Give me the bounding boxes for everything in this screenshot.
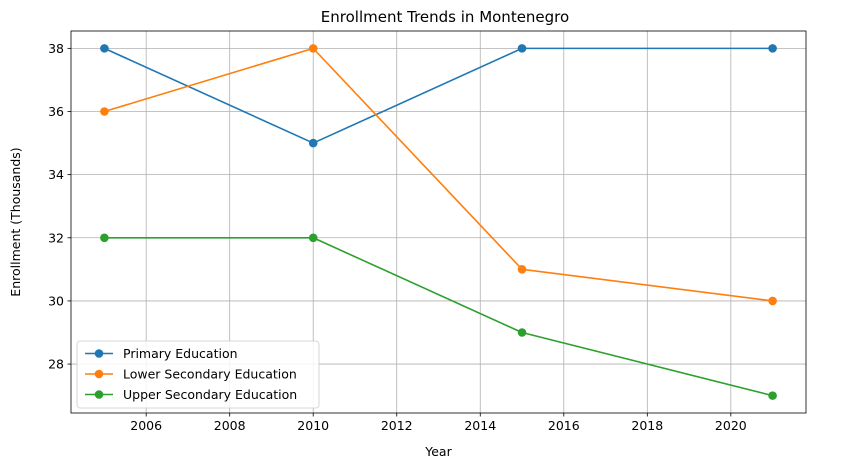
y-tick-label: 28 bbox=[48, 357, 64, 372]
y-tick-label: 34 bbox=[48, 167, 64, 182]
legend-label: Primary Education bbox=[123, 346, 238, 361]
x-tick-label: 2020 bbox=[715, 418, 747, 433]
x-tick-label: 2014 bbox=[464, 418, 496, 433]
series-line bbox=[104, 47, 773, 302]
plot-frame bbox=[70, 30, 807, 414]
y-axis-label: Enrollment (Thousands) bbox=[8, 147, 23, 296]
legend-marker bbox=[94, 349, 104, 358]
series-line bbox=[104, 236, 773, 397]
data-point bbox=[517, 44, 527, 53]
legend-box bbox=[76, 340, 320, 409]
legend-marker bbox=[94, 369, 104, 379]
legend-label: Upper Secondary Education bbox=[123, 387, 297, 402]
legend-item: Lower Secondary Education bbox=[85, 367, 297, 382]
legend-item: Primary Education bbox=[85, 346, 238, 361]
y-tick-label: 36 bbox=[48, 104, 64, 119]
series-2 bbox=[100, 44, 777, 306]
legend: Primary Education Lower Secondary Educati… bbox=[76, 340, 320, 409]
legend-item: Upper Secondary Education bbox=[85, 387, 297, 402]
y-tick-label: 38 bbox=[48, 41, 64, 56]
x-tick-label: 2016 bbox=[548, 418, 580, 433]
x-tick-label: 2012 bbox=[381, 418, 413, 433]
legend-marker bbox=[94, 390, 104, 399]
data-point bbox=[768, 44, 777, 53]
data-point bbox=[517, 265, 527, 274]
x-tick-label: 2008 bbox=[214, 418, 246, 433]
series-line bbox=[104, 47, 773, 144]
data-point bbox=[308, 233, 318, 243]
data-point bbox=[308, 44, 318, 53]
series-1 bbox=[100, 44, 777, 148]
data-point bbox=[100, 233, 109, 243]
data-point bbox=[517, 328, 527, 337]
y-tick-label: 30 bbox=[48, 293, 64, 308]
data-point bbox=[100, 107, 109, 116]
x-tick-label: 2010 bbox=[297, 418, 329, 433]
data-point bbox=[768, 296, 777, 306]
x-tick-label: 2006 bbox=[130, 418, 162, 433]
axis-ticks: 2006 2008 2010 2012 2014 2016 2018 2020 28 30 32 34… bbox=[48, 41, 747, 433]
series-3 bbox=[100, 233, 777, 400]
legend-label: Lower Secondary Education bbox=[123, 367, 297, 382]
series-layer bbox=[100, 44, 777, 400]
x-tick-label: 2018 bbox=[631, 418, 663, 433]
data-point bbox=[768, 391, 777, 400]
chart-title: Enrollment Trends in Montenegro bbox=[321, 8, 569, 26]
x-axis-label: Year bbox=[424, 444, 452, 459]
data-point bbox=[100, 44, 109, 53]
data-point bbox=[308, 138, 318, 148]
y-tick-label: 32 bbox=[48, 230, 64, 245]
